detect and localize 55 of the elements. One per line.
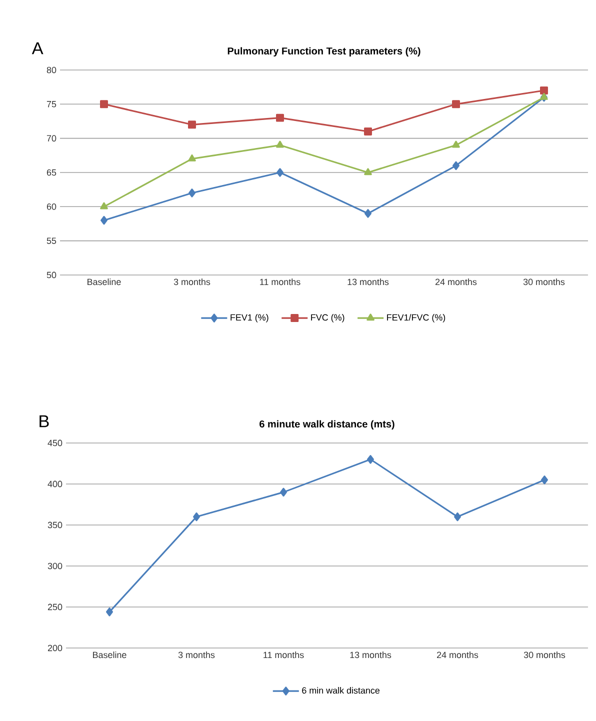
point [364, 209, 372, 218]
point [540, 86, 548, 94]
y-tick-label: 300 [48, 562, 62, 570]
point [100, 202, 108, 210]
x-tick-label: Baseline [88, 278, 121, 286]
point [188, 154, 196, 162]
x-tick-label: 11 months [260, 278, 300, 286]
point [100, 100, 108, 108]
legend-label: 6 min walk distance [302, 687, 380, 694]
x-tick-label: 11 months [264, 652, 304, 658]
y-tick-label: 200 [48, 644, 62, 652]
x-tick-label: 13 months [350, 652, 392, 658]
x-tick-label: 30 months [524, 652, 566, 658]
x-tick-label: Baseline [93, 652, 126, 658]
point [364, 128, 372, 136]
y-tick-label: 65 [46, 169, 56, 176]
x-tick-label: 24 months [436, 278, 477, 286]
point [106, 608, 113, 616]
point [452, 140, 460, 148]
point [452, 161, 460, 170]
text: A [32, 42, 44, 54]
point [367, 455, 374, 464]
point [541, 476, 548, 484]
y-tick-label: 55 [46, 238, 56, 244]
x-tick-label: 13 months [348, 278, 389, 286]
point [452, 100, 460, 108]
y-tick-label: 400 [48, 480, 62, 488]
y-tick-label: 80 [46, 66, 56, 74]
y-tick-label: 350 [48, 522, 62, 528]
legend-label: FVC (%) [311, 314, 344, 322]
chart-title: Pulmonary Function Test parameters (%) [228, 47, 420, 56]
y-tick-label: 75 [46, 101, 56, 108]
text: B [40, 415, 49, 428]
y-tick-label: 70 [46, 135, 56, 142]
point [280, 488, 287, 497]
x-tick-label: 3 months [174, 278, 210, 286]
point [276, 168, 284, 177]
point [188, 120, 196, 129]
point [364, 168, 372, 176]
point [454, 512, 461, 522]
point [193, 512, 200, 522]
point [276, 140, 284, 148]
y-tick-label: 60 [46, 203, 56, 210]
point [188, 188, 196, 198]
point [276, 114, 284, 122]
point [100, 216, 108, 225]
y-tick-label: 450 [48, 440, 62, 446]
x-tick-label: 30 months [523, 278, 565, 286]
y-tick-label: 250 [48, 604, 62, 610]
legend-label: FEV1/FVC (%) [387, 314, 446, 322]
y-tick-label: 50 [46, 272, 56, 278]
x-tick-label: 3 months [178, 652, 215, 658]
x-tick-label: 24 months [437, 652, 478, 658]
chart-title: 6 minute walk distance (mts) [260, 420, 394, 430]
legend-label: FEV1 (%) [230, 314, 268, 322]
